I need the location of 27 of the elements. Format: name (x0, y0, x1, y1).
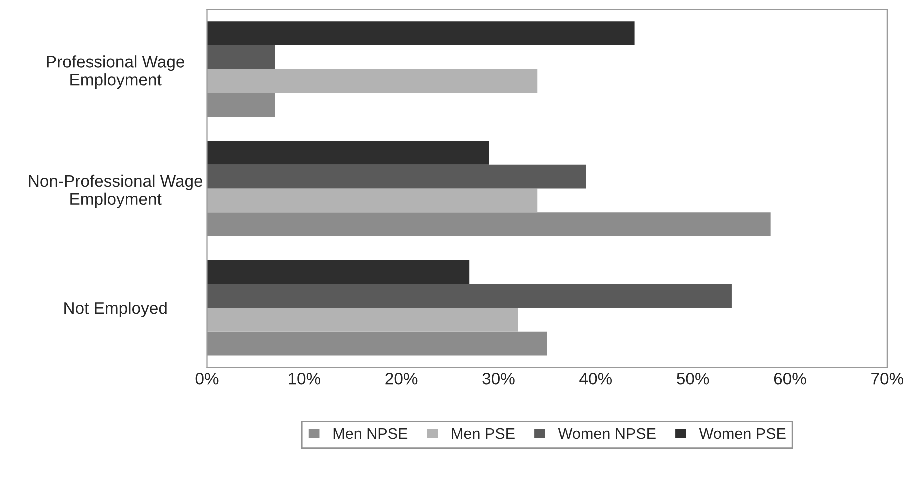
bar (207, 284, 732, 308)
bar (207, 93, 276, 118)
x-tick-label: 70% (872, 372, 904, 385)
y-tick-label: Professional Wage Employment (47, 56, 184, 90)
y-tick-label: Non-Professional Wage Employment (29, 174, 203, 208)
legend-label: Men NPSE (334, 428, 408, 440)
x-tick-label: 60% (774, 372, 806, 385)
x-tick-label: 10% (289, 372, 321, 385)
bar (207, 332, 548, 356)
bar (207, 69, 538, 94)
bar (207, 22, 635, 46)
x-tick-label: 0% (196, 372, 219, 385)
bar (207, 212, 771, 236)
x-tick-label: 30% (482, 372, 515, 385)
x-tick-label: 40% (580, 372, 612, 385)
bar (207, 164, 586, 189)
bar (207, 46, 276, 70)
legend-label: Women PSE (699, 428, 786, 440)
x-tick-label: 50% (677, 372, 710, 385)
bar (207, 308, 518, 332)
y-tick-label: Not Employed (64, 302, 167, 318)
legend-label: Men PSE (452, 428, 515, 440)
legend-label: Women NPSE (558, 428, 656, 440)
bar (207, 260, 470, 284)
x-tick-label: 20% (386, 372, 418, 385)
bar (207, 140, 490, 165)
bar (207, 188, 538, 213)
